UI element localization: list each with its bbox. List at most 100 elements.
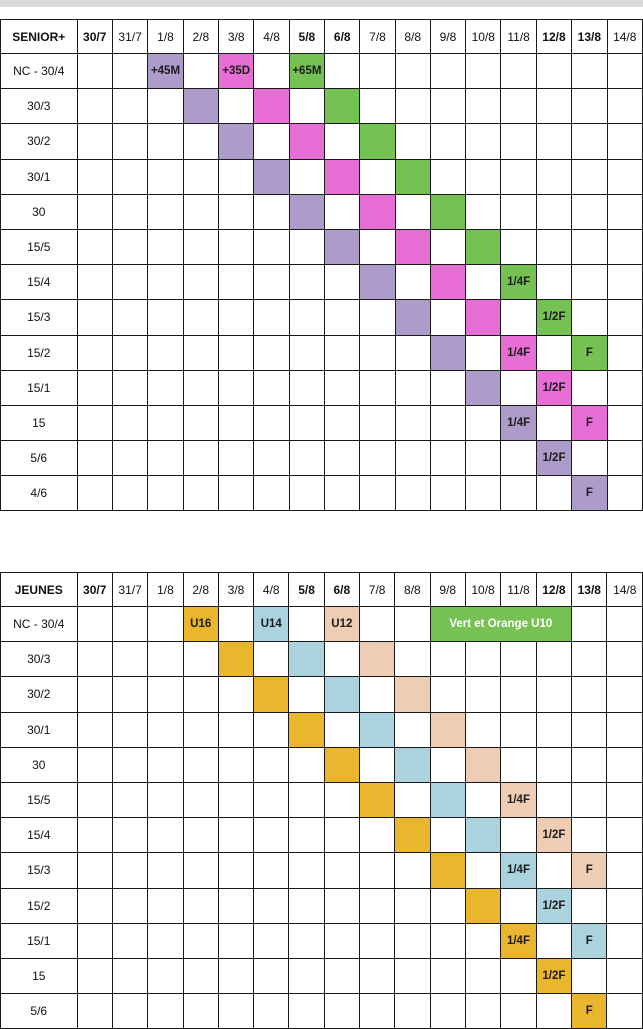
empty-cell	[147, 711, 184, 748]
empty-cell	[359, 852, 396, 889]
empty-cell	[76, 957, 113, 995]
match-cell	[359, 781, 396, 819]
table-body: NC - 30/4 U16 U14 U12 Vert et Orange U10 30/3…	[0, 605, 643, 1029]
date-header: 9/8	[429, 19, 467, 54]
empty-cell	[288, 334, 326, 371]
empty-cell	[288, 299, 326, 336]
empty-cell	[394, 123, 431, 160]
empty-cell	[571, 746, 608, 783]
date-header: 1/8	[147, 19, 184, 54]
empty-cell	[429, 299, 467, 336]
empty-cell	[606, 781, 643, 819]
match-cell	[359, 264, 396, 301]
match-cell	[394, 746, 431, 783]
empty-cell	[535, 264, 573, 301]
match-cell: 1/2F	[535, 887, 573, 924]
empty-cell	[429, 676, 466, 713]
empty-cell	[182, 922, 219, 959]
empty-cell	[571, 440, 608, 477]
empty-cell	[394, 887, 431, 924]
empty-cell	[429, 369, 467, 406]
date-header: 31/7	[111, 572, 149, 607]
date-header: 7/8	[359, 572, 396, 607]
empty-cell	[394, 404, 431, 442]
empty-cell	[288, 605, 325, 643]
match-cell	[429, 781, 466, 819]
empty-cell	[288, 369, 326, 406]
empty-cell	[182, 641, 219, 678]
empty-cell	[76, 746, 113, 783]
empty-cell	[571, 264, 608, 301]
empty-cell	[76, 228, 113, 266]
empty-cell	[429, 228, 467, 266]
ranking-label: 15/3	[0, 299, 78, 336]
empty-cell	[571, 369, 608, 406]
match-cell	[217, 123, 255, 160]
empty-cell	[464, 781, 502, 819]
match-cell	[182, 88, 219, 125]
table-row: 30/3	[0, 88, 643, 125]
empty-cell	[111, 887, 149, 924]
empty-cell	[324, 475, 361, 512]
match-cell: +65M	[288, 52, 326, 90]
empty-cell	[535, 228, 573, 266]
empty-cell	[147, 264, 184, 301]
match-cell	[288, 711, 325, 748]
empty-cell	[182, 852, 219, 889]
match-cell	[359, 193, 396, 230]
match-cell	[253, 158, 290, 195]
schedule-table-jeunes: JEUNES 30/7 31/7 1/8 2/8 3/8 4/8 5/8 6/8 7/8 8/8 9/…	[0, 572, 643, 1029]
empty-cell	[147, 123, 184, 160]
empty-cell	[217, 676, 255, 713]
empty-cell	[571, 817, 608, 854]
empty-cell	[535, 52, 573, 90]
empty-cell	[571, 781, 608, 819]
empty-cell	[535, 88, 573, 125]
empty-cell	[465, 334, 502, 371]
empty-cell	[182, 887, 219, 924]
empty-cell	[571, 299, 608, 336]
table-row: 30/1	[0, 158, 643, 195]
empty-cell	[464, 993, 502, 1029]
empty-cell	[182, 264, 219, 301]
empty-cell	[606, 993, 643, 1029]
empty-cell	[253, 475, 290, 512]
empty-cell	[111, 299, 149, 336]
match-cell: U14	[253, 605, 290, 643]
empty-cell	[359, 746, 396, 783]
empty-cell	[429, 52, 467, 90]
match-cell: F	[571, 993, 608, 1029]
empty-cell	[394, 957, 431, 995]
empty-cell	[288, 781, 325, 819]
empty-cell	[394, 440, 431, 477]
empty-cell	[111, 334, 149, 371]
empty-cell	[147, 605, 184, 643]
empty-cell	[217, 746, 255, 783]
empty-cell	[500, 228, 537, 266]
match-cell: F	[571, 852, 608, 889]
empty-cell	[288, 228, 326, 266]
empty-cell	[323, 922, 361, 959]
ranking-label: 30/1	[0, 711, 78, 748]
empty-cell	[253, 922, 290, 959]
table-row: 15/2 1/2F	[0, 887, 643, 924]
empty-cell	[217, 781, 255, 819]
table-row: 15 1/4F F	[0, 404, 643, 442]
empty-cell	[288, 475, 326, 512]
date-header: 6/8	[323, 572, 361, 607]
table-row: 30	[0, 746, 643, 783]
empty-cell	[147, 641, 184, 678]
match-cell: U12	[323, 605, 361, 643]
empty-cell	[76, 676, 113, 713]
empty-cell	[147, 852, 184, 889]
empty-cell	[253, 993, 290, 1029]
ranking-label: 30/2	[0, 676, 78, 713]
table-row: 30/3	[0, 641, 643, 678]
empty-cell	[359, 88, 396, 125]
empty-cell	[359, 922, 396, 959]
match-cell	[217, 641, 255, 678]
match-cell: F	[571, 334, 608, 371]
empty-cell	[217, 299, 255, 336]
empty-cell	[606, 746, 643, 783]
empty-cell	[394, 852, 431, 889]
